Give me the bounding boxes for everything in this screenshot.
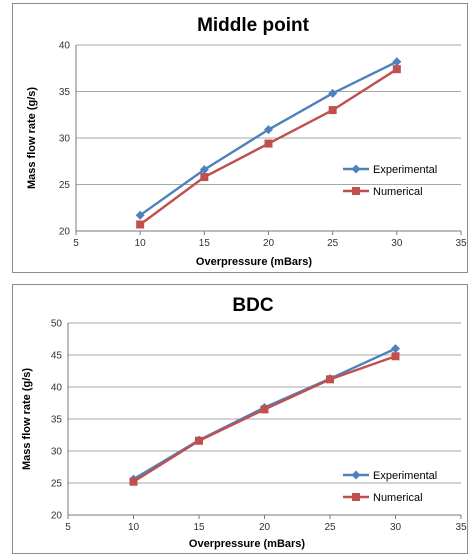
chart-panel-middle-point: Middle point 20 25 30 35 40 5 10 15 20 25 30 35 Overp…	[12, 3, 468, 273]
y-tick-label: 40	[59, 41, 71, 52]
data-point	[199, 165, 209, 175]
data-point	[200, 173, 209, 182]
legend-marker	[352, 187, 360, 195]
y-tick-label: 25	[59, 180, 71, 191]
y-tick-label: 40	[51, 383, 63, 394]
x-tick-label: 35	[455, 238, 467, 249]
data-point	[328, 106, 337, 115]
y-axis-label: Mass flow rate (g/s)	[21, 368, 33, 470]
data-point	[135, 210, 145, 220]
chart-panel-bdc: BDC 20 25 30 35 40 45 50 5 10 15 20 25 30 35 Overpressu…	[12, 284, 468, 554]
series-numerical	[136, 65, 401, 229]
x-tick-label: 15	[193, 522, 205, 533]
x-tick-label: 10	[128, 522, 140, 533]
legend-label: Numerical	[373, 492, 423, 504]
x-tick-label: 20	[259, 522, 271, 533]
data-point	[328, 88, 338, 98]
x-axis-label: Overpressure (mBars)	[196, 256, 313, 268]
y-axis-label: Mass flow rate (g/s)	[26, 87, 38, 189]
chart-title: Middle point	[197, 15, 310, 36]
x-tick-label: 5	[73, 238, 79, 249]
legend-label: Numerical	[373, 186, 423, 198]
y-tick-label: 50	[51, 319, 63, 330]
legend-entry-experimental: Experimental	[343, 470, 437, 482]
y-tick-label: 35	[59, 87, 71, 98]
series-line	[132, 347, 397, 481]
x-tick-label: 30	[391, 238, 403, 249]
data-point	[195, 436, 203, 445]
x-tick-label: 15	[199, 238, 211, 249]
data-point	[392, 57, 402, 67]
series-experimental	[129, 344, 400, 484]
legend-marker	[351, 164, 361, 174]
x-tick-label: 5	[65, 522, 71, 533]
legend-marker	[352, 493, 360, 501]
data-point	[391, 352, 400, 361]
chart-middle-point: Middle point 20 25 30 35 40 5 10 15 20 25 30 35 Overp…	[26, 15, 467, 268]
data-point	[391, 344, 400, 354]
legend-entry-numerical: Numerical	[343, 492, 423, 504]
chart-title: BDC	[232, 295, 273, 316]
y-tick-label: 30	[59, 134, 71, 145]
y-tick-label: 20	[59, 227, 71, 238]
data-point	[392, 65, 401, 74]
chart-bdc: BDC 20 25 30 35 40 45 50 5 10 15 20 25 30 35 Overpressu…	[21, 295, 467, 550]
y-tick-label: 35	[51, 415, 63, 426]
y-tick-label: 45	[51, 351, 63, 362]
data-point	[264, 139, 273, 148]
x-tick-label: 30	[390, 522, 402, 533]
x-tick-label: 20	[263, 238, 275, 249]
legend-entry-experimental: Experimental	[343, 164, 437, 176]
data-point	[326, 375, 334, 384]
legend-entry-numerical: Numerical	[343, 186, 423, 198]
legend-marker	[351, 470, 361, 480]
x-tick-label: 25	[324, 522, 336, 533]
series-experimental	[135, 57, 402, 220]
data-point	[264, 125, 273, 135]
y-tick-label: 20	[51, 511, 63, 522]
x-tick-label: 35	[455, 522, 467, 533]
series-numerical	[129, 352, 400, 486]
x-axis-label: Overpressure (mBars)	[189, 538, 306, 550]
data-point	[136, 220, 145, 229]
y-tick-label: 30	[51, 447, 63, 458]
legend-label: Experimental	[373, 164, 437, 176]
legend-label: Experimental	[373, 470, 437, 482]
data-point	[260, 405, 269, 414]
y-tick-label: 25	[51, 479, 63, 490]
x-tick-label: 10	[135, 238, 147, 249]
x-tick-label: 25	[327, 238, 339, 249]
data-point	[129, 477, 138, 486]
